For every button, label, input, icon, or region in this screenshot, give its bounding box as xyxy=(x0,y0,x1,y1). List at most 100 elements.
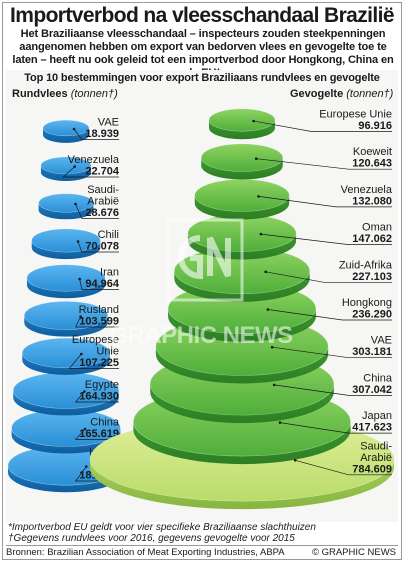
beef-disc-side xyxy=(43,128,89,143)
poultry-leader-dot xyxy=(264,270,267,274)
poultry-value-label: 417.623 xyxy=(352,422,392,434)
poultry-leader-dot xyxy=(257,195,260,198)
beef-leader-line xyxy=(75,316,119,328)
copyright-credit: © GRAPHIC NEWS xyxy=(311,547,396,558)
beef-column-header: Rundvlees (tonnen†) xyxy=(12,88,118,100)
beef-disc xyxy=(26,264,106,292)
poultry-leader-dot xyxy=(254,157,258,160)
beef-category-label: Chili xyxy=(98,229,119,241)
beef-disc-side xyxy=(24,315,108,337)
poultry-leader-dot xyxy=(272,383,276,387)
intro-text: Het Braziliaanse vleesschandaal – inspec… xyxy=(12,28,394,79)
beef-disc xyxy=(23,301,109,330)
beef-leader-line xyxy=(77,241,119,253)
poultry-value-label: 307.042 xyxy=(352,384,392,396)
beef-leader-dot xyxy=(73,165,77,168)
beef-category-label: Unie xyxy=(96,346,119,358)
poultry-leader-dot xyxy=(252,119,255,123)
beef-leader-dot xyxy=(78,277,81,281)
graphic-title: Importverbod na vleesschandaal Brazilië xyxy=(10,4,395,27)
poultry-leader-dot xyxy=(266,308,270,311)
beef-leader-line xyxy=(75,203,119,219)
beef-disc-side xyxy=(11,428,121,454)
poultry-category-label: Arabië xyxy=(360,452,392,464)
poultry-leader-line xyxy=(258,196,392,208)
beef-leader-dot xyxy=(79,315,82,318)
poultry-category-label: Hongkong xyxy=(342,297,392,309)
beef-category-label: Saudi- xyxy=(87,184,119,196)
beef-disc-side xyxy=(13,390,119,416)
beef-value-label: 165.619 xyxy=(79,428,119,440)
beef-leader-line xyxy=(74,391,119,403)
poultry-header-unit: (tonnen†) xyxy=(346,88,394,100)
beef-category-label: Arabië xyxy=(87,196,119,208)
poultry-value-label: 784.609 xyxy=(352,463,392,475)
poultry-category-label: Zuid-Afrika xyxy=(339,259,393,271)
poultry-value-label: 120.643 xyxy=(352,158,392,170)
poultry-leader-line xyxy=(279,422,392,434)
poultry-disc-side xyxy=(174,270,310,302)
poultry-category-label: Europese Unie xyxy=(319,109,392,121)
poultry-leader-line xyxy=(260,233,392,245)
beef-disc-side xyxy=(22,353,110,375)
beef-category-label: Iran xyxy=(100,267,119,279)
beef-leader-dot xyxy=(72,127,76,131)
beef-leader-dot xyxy=(74,202,77,206)
beef-leader-dot xyxy=(83,427,87,431)
beef-header-name: Rundvlees xyxy=(12,88,68,100)
poultry-leader-dot xyxy=(270,345,274,349)
poultry-value-label: 227.103 xyxy=(352,271,392,283)
poultry-leader-line xyxy=(295,459,392,476)
poultry-leader-line xyxy=(267,309,392,321)
footer-divider xyxy=(6,545,398,546)
poultry-value-label: 132.080 xyxy=(352,195,392,207)
poultry-column-header: Gevogelte (tonnen†) xyxy=(290,88,393,100)
poultry-disc xyxy=(208,108,276,132)
beef-disc-side xyxy=(8,465,124,493)
poultry-disc-side xyxy=(155,346,329,384)
poultry-disc-side xyxy=(150,383,334,424)
beef-value-label: 164.930 xyxy=(79,391,119,403)
beef-leader-dot xyxy=(80,352,83,356)
beef-value-label: 107.225 xyxy=(79,357,119,369)
beef-disc xyxy=(31,228,101,253)
poultry-disc xyxy=(194,179,290,212)
poultry-leader-line xyxy=(253,120,392,132)
poultry-disc-side xyxy=(209,120,275,140)
beef-disc xyxy=(21,337,111,369)
chart-subtitle: Top 10 bestemmingen voor export Brazilia… xyxy=(24,72,380,84)
footnote-years: †Gegevens rundvlees voor 2016, gegevens … xyxy=(8,533,295,544)
beef-leader-dot xyxy=(85,465,88,468)
beef-discs xyxy=(7,119,125,493)
poultry-value-label: 147.062 xyxy=(352,233,392,245)
beef-leader-line xyxy=(79,278,119,290)
beef-disc xyxy=(42,119,90,137)
poultry-category-label: Oman xyxy=(362,222,392,234)
beef-leader-line xyxy=(62,166,119,178)
poultry-category-label: VAE xyxy=(371,335,392,347)
poultry-value-label: 96.916 xyxy=(358,120,392,132)
beef-leader-line xyxy=(74,428,119,440)
graphic-news-logo-watermark xyxy=(166,218,244,302)
beef-disc xyxy=(38,193,94,213)
beef-value-label: 103.599 xyxy=(79,316,119,328)
beef-disc-side xyxy=(38,203,94,220)
beef-leader-dot xyxy=(76,240,80,243)
poultry-disc-side xyxy=(133,421,351,465)
beef-category-label: Venezuela xyxy=(68,154,120,166)
beef-value-label: 18.939 xyxy=(85,128,119,140)
poultry-disc-side xyxy=(168,308,316,342)
poultry-category-label: Venezuela xyxy=(341,184,393,196)
poultry-category-label: Japan xyxy=(362,410,392,422)
poultry-value-label: 303.181 xyxy=(352,346,392,358)
beef-disc-side xyxy=(31,240,101,260)
beef-disc-side xyxy=(26,278,106,299)
footnote-eu: *Importverbod EU geldt voor vier specifi… xyxy=(8,522,316,533)
poultry-leader-line xyxy=(274,384,392,396)
beef-value-label: 22.704 xyxy=(85,166,120,178)
poultry-disc xyxy=(200,143,284,172)
poultry-leader-line xyxy=(256,158,392,170)
beef-category-label: Europese xyxy=(72,334,119,346)
